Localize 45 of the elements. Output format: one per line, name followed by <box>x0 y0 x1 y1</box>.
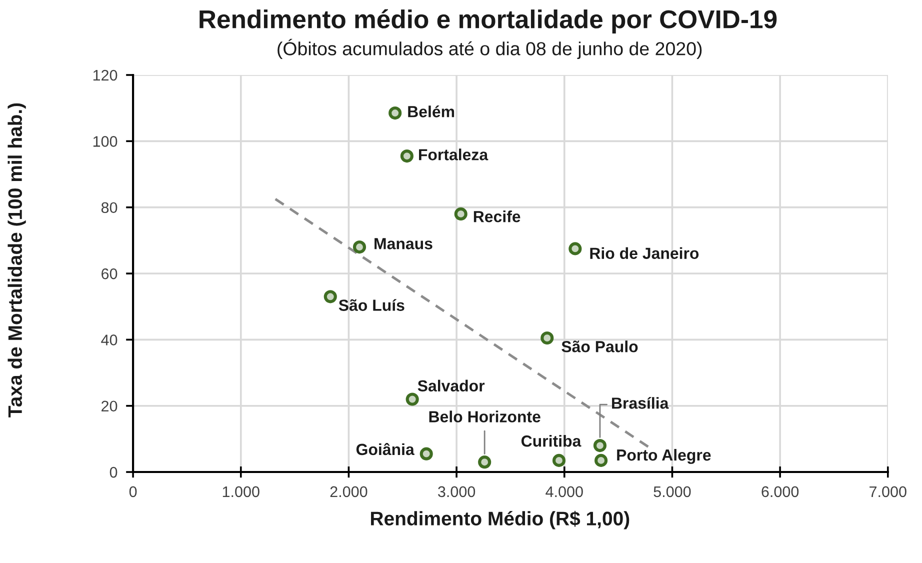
annotation: Belo Horizonte <box>429 410 540 422</box>
point <box>352 240 366 254</box>
x-tick-label: 0 <box>129 486 137 498</box>
annotation: Fortaleza <box>419 148 488 160</box>
point <box>552 454 566 467</box>
annotation: Rio de Janeiro <box>590 247 699 259</box>
point <box>593 439 607 452</box>
annotation: Porto Alegre <box>617 448 711 464</box>
x-tick-label: 2.000 <box>330 486 368 498</box>
point <box>454 207 468 220</box>
y-tick-label: 40 <box>101 334 118 346</box>
chart-title: Rendimento médio e mortalidade por COVID-19 <box>200 9 777 34</box>
point <box>420 447 433 460</box>
annotation: São Paulo <box>562 340 638 352</box>
annotation: Manaus <box>374 238 432 250</box>
point <box>568 242 582 256</box>
point <box>388 106 402 120</box>
annotation: Goiânia <box>356 443 414 456</box>
x-tick-label: 1.000 <box>222 486 260 498</box>
y-tick-label: 60 <box>102 268 118 280</box>
annotation: São Luís <box>338 299 404 311</box>
point <box>324 290 337 304</box>
chart-subtitle: (Óbitos acumulados até o dia 08 de junho de 2020) <box>278 38 702 60</box>
annotation: Belém <box>408 105 454 118</box>
point <box>406 392 419 406</box>
point <box>478 456 492 469</box>
y-tick-label: 100 <box>93 136 118 147</box>
point <box>400 150 414 163</box>
x-tick-label: 3.000 <box>438 486 476 498</box>
annotation: Curitiba <box>521 434 582 447</box>
y-tick-label: 20 <box>102 400 118 412</box>
x-axis-title: Rendimento Médio (R$ 1,00) <box>371 510 630 530</box>
y-axis-title: Taxa de Mortalidade (100 mil hab.) <box>8 103 26 418</box>
y-tick-label: 0 <box>110 466 118 478</box>
point <box>594 454 608 467</box>
x-tick-label: 5.000 <box>654 486 691 498</box>
annotation: Recife <box>474 210 520 222</box>
annotation: Brasília <box>612 396 669 409</box>
x-tick-label: 7.000 <box>870 486 906 498</box>
x-tick-label: 4.000 <box>546 486 583 498</box>
y-tick-label: 120 <box>93 70 118 81</box>
point <box>540 331 554 345</box>
x-tick-label: 6.000 <box>762 486 799 498</box>
y-tick-label: 80 <box>101 202 118 214</box>
annotation: Salvador <box>418 380 485 392</box>
